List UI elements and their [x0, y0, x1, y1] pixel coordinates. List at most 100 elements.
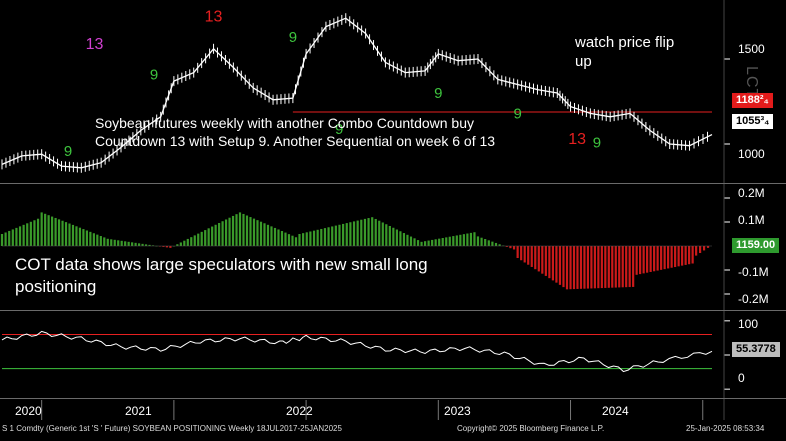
cot-position-bar	[186, 238, 189, 246]
cot-position-bar	[231, 215, 235, 246]
cot-position-bar	[684, 246, 687, 265]
cot-position-bar	[85, 230, 88, 246]
cot-position-bar	[473, 232, 476, 246]
cot-position-bar	[99, 236, 102, 246]
cot-position-bar	[224, 219, 228, 246]
cot-position-bar	[699, 246, 702, 254]
osc-tick-label: 0	[738, 371, 745, 385]
cot-position-bar	[670, 246, 673, 268]
cot-position-bar	[11, 229, 14, 246]
cot-position-bar	[371, 217, 374, 246]
cot-position-bar	[487, 240, 490, 246]
cot-position-bar	[402, 233, 406, 246]
cot-position-bar	[462, 234, 465, 246]
cot-position-bar	[438, 238, 441, 246]
cot-position-bar	[681, 246, 684, 266]
cot-annotation: COT data shows large speculators with ne…	[15, 255, 428, 296]
cot-position-bar	[51, 216, 54, 246]
cot-position-bar	[190, 237, 193, 246]
cot-position-bar	[583, 246, 586, 289]
cot-position-bar	[169, 246, 172, 248]
cot-position-bar	[695, 246, 698, 256]
osc-tick-label: 100	[738, 317, 759, 331]
cot-position-bar	[47, 215, 50, 246]
panel-divider-cot-oscillator	[0, 310, 786, 311]
cot-position-bar	[204, 230, 207, 246]
cot-position-bar	[200, 231, 203, 246]
cot-position-bar	[688, 246, 691, 265]
osc-last-badge: 55.3778	[732, 342, 780, 357]
cot-position-bar	[512, 246, 516, 250]
last-price-badge: 1055³₄	[732, 114, 774, 129]
cot-position-bar	[259, 221, 263, 246]
cot-position-bar	[523, 246, 526, 263]
cot-position-bar	[218, 223, 221, 246]
cot-position-bar	[103, 237, 106, 246]
cot-position-bar	[197, 233, 200, 246]
cot-position-bar	[320, 228, 323, 246]
cot-position-bar	[120, 240, 123, 246]
setup-9-mark: 9	[593, 134, 601, 151]
cot-position-bar	[110, 239, 113, 246]
cot-position-bar	[235, 214, 238, 246]
cot-position-bar	[691, 246, 694, 264]
cot-position-bar	[569, 246, 572, 290]
cot-position-bar	[4, 232, 7, 246]
cot-position-bar	[649, 246, 652, 272]
cot-position-bar	[593, 246, 596, 289]
cot-position-bar	[597, 246, 600, 289]
cot-position-bar	[238, 212, 242, 246]
cot-position-bar	[625, 246, 628, 288]
cot-position-bar	[385, 224, 388, 246]
cot-position-bar	[466, 233, 469, 246]
cot-position-bar	[287, 234, 291, 246]
cot-position-bar	[148, 244, 151, 246]
cot-position-bar	[476, 236, 480, 246]
cot-position-bar	[537, 246, 540, 272]
cot-position-bar	[392, 227, 395, 246]
cot-position-bar	[614, 246, 617, 288]
cot-position-bar	[33, 220, 36, 246]
cot-position-bar	[459, 234, 462, 246]
cot-position-bar	[345, 223, 348, 246]
cot-position-bar	[64, 222, 68, 246]
cot-position-bar	[342, 223, 345, 246]
cot-position-bar	[263, 223, 266, 246]
footer-timestamp: 25-Jan-2025 08:53:34	[686, 424, 765, 433]
setup-9-mark: 9	[513, 106, 521, 123]
cot-position-bar	[656, 246, 659, 271]
cot-tick-label: -0.1M	[738, 265, 769, 279]
cot-position-bar	[455, 235, 458, 246]
cot-position-bar	[207, 228, 210, 246]
year-label-2020: 2020	[15, 404, 42, 418]
cot-position-bar	[252, 218, 256, 246]
cot-position-bar	[40, 212, 43, 246]
cot-position-bar	[18, 226, 22, 246]
cot-position-bar	[395, 229, 398, 246]
cot-position-bar	[113, 239, 116, 246]
cot-position-bar	[89, 231, 92, 246]
cot-position-bar	[576, 246, 579, 289]
cot-position-bar	[15, 227, 18, 246]
cot-position-bar	[420, 241, 423, 246]
cot-position-bar	[378, 220, 381, 246]
cot-position-bar	[363, 218, 367, 246]
cot-position-bar	[632, 246, 635, 287]
cot-position-bar	[273, 227, 277, 246]
cot-position-bar	[44, 213, 47, 246]
cot-position-bar	[144, 244, 148, 246]
cot-position-bar	[305, 232, 308, 246]
cot-position-bar	[270, 226, 273, 246]
cot-position-bar	[228, 217, 231, 246]
cot-position-bar	[448, 236, 451, 246]
cot-position-bar	[151, 245, 155, 246]
cot-position-bar	[316, 229, 319, 246]
setup-9-mark: 9	[434, 85, 442, 102]
cot-position-bar	[54, 217, 57, 246]
cot-position-bar	[491, 241, 494, 246]
cot-position-bar	[677, 246, 680, 267]
cot-position-bar	[221, 221, 224, 246]
cot-position-bar	[349, 222, 352, 246]
cot-position-bar	[427, 240, 430, 246]
